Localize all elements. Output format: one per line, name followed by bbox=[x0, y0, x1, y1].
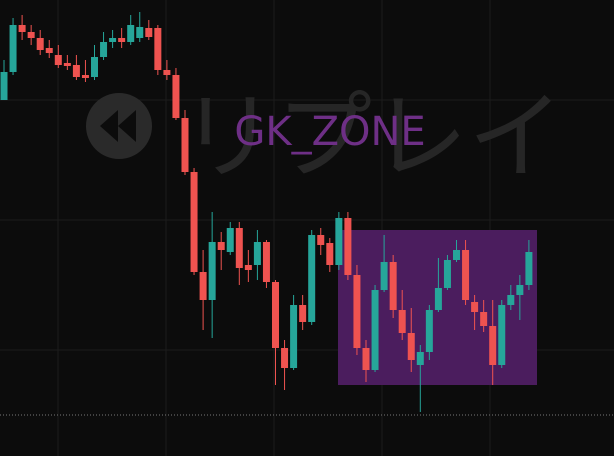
candle-body bbox=[317, 235, 325, 245]
candle-body bbox=[63, 63, 71, 66]
candle-body bbox=[489, 326, 497, 365]
candle-body bbox=[434, 288, 442, 310]
candle-body bbox=[389, 262, 397, 310]
candle-body bbox=[27, 32, 35, 38]
candle-body bbox=[299, 305, 307, 322]
candle-body bbox=[100, 42, 108, 57]
candle-body bbox=[326, 243, 334, 265]
watermark: リプレイ bbox=[180, 81, 564, 193]
candle-body bbox=[54, 55, 62, 65]
candle-body bbox=[290, 305, 298, 368]
candle-body bbox=[136, 27, 144, 38]
candle-body bbox=[525, 252, 533, 285]
candle-body bbox=[118, 38, 126, 42]
candle-body bbox=[516, 285, 524, 295]
candle-body bbox=[407, 333, 415, 360]
candle-body bbox=[462, 250, 470, 300]
candles bbox=[0, 12, 533, 412]
candle-body bbox=[9, 25, 17, 72]
candle-body bbox=[335, 218, 343, 265]
candle-body bbox=[480, 312, 488, 326]
candle-body bbox=[127, 25, 135, 42]
candle-body bbox=[217, 242, 225, 250]
candle-body bbox=[281, 348, 289, 368]
candle-body bbox=[190, 172, 198, 272]
candle-body bbox=[91, 57, 98, 77]
candle-body bbox=[81, 75, 89, 78]
candle-body bbox=[235, 228, 243, 268]
candle-body bbox=[145, 28, 153, 37]
candle-body bbox=[425, 310, 433, 352]
candle-body bbox=[72, 65, 80, 77]
candle-body bbox=[272, 282, 279, 348]
zone-label: GK_ZONE bbox=[234, 109, 425, 155]
candle-body bbox=[154, 28, 162, 70]
candle-body bbox=[362, 348, 370, 370]
candle-body bbox=[208, 242, 216, 300]
candle-body bbox=[498, 305, 506, 365]
candle-body bbox=[226, 228, 234, 252]
candle-body bbox=[18, 25, 26, 32]
candle-body bbox=[253, 242, 261, 265]
candle-body bbox=[0, 72, 8, 100]
candle-body bbox=[45, 48, 53, 53]
candle-body bbox=[344, 218, 352, 275]
candle-body bbox=[507, 295, 515, 305]
candle-body bbox=[109, 38, 117, 42]
candle-body bbox=[244, 265, 252, 270]
candle-body bbox=[416, 352, 424, 365]
candle-body bbox=[471, 302, 479, 312]
candle-body bbox=[163, 70, 171, 75]
candle-body bbox=[453, 250, 460, 260]
candle-body bbox=[371, 290, 379, 370]
candle-body bbox=[443, 260, 451, 288]
candle-body bbox=[172, 75, 180, 118]
candle-body bbox=[398, 310, 406, 333]
candle-body bbox=[262, 242, 270, 282]
candle-body bbox=[36, 38, 44, 50]
candle-body bbox=[181, 118, 189, 172]
replay-icon-arrows bbox=[100, 110, 136, 142]
candle-body bbox=[199, 272, 207, 300]
candle-body bbox=[353, 275, 361, 348]
candle-body bbox=[308, 235, 316, 322]
candle-body bbox=[380, 262, 388, 290]
